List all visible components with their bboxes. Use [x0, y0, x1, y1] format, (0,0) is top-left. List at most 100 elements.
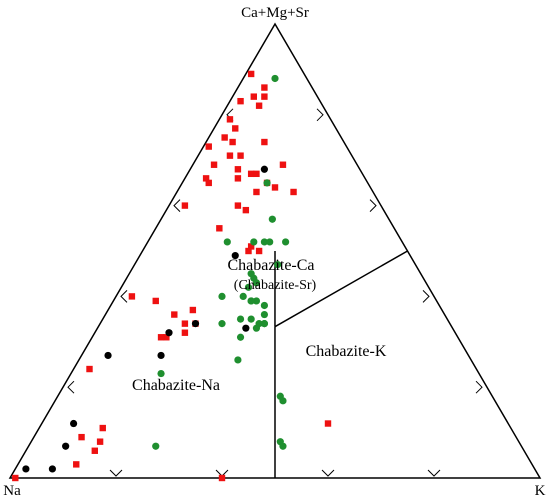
- point-s1-38: [181, 320, 189, 327]
- tick-right-40: [422, 290, 430, 303]
- point-s1-11: [261, 138, 268, 146]
- point-s3-3: [191, 320, 200, 328]
- point-s1-25: [253, 188, 260, 196]
- point-s1-4: [250, 93, 257, 100]
- field-boundary-2: [274, 250, 408, 328]
- point-s2-12: [252, 279, 261, 287]
- point-s1-8: [232, 125, 239, 132]
- point-s1-42: [157, 334, 165, 341]
- point-s1-40: [181, 329, 189, 336]
- data-points: [12, 70, 332, 482]
- point-s1-34: [128, 293, 136, 300]
- vertex-label-top: Ca+Mg+Sr: [241, 5, 309, 21]
- point-s1-24: [271, 184, 279, 191]
- point-s2-23: [218, 320, 226, 328]
- point-s2-13: [218, 292, 226, 300]
- point-s3-4: [242, 324, 250, 332]
- tick-bottom-60: [321, 469, 335, 477]
- point-s1-20: [202, 175, 210, 182]
- point-s2-15: [239, 292, 247, 300]
- point-s2-14: [244, 283, 253, 291]
- point-s1-29: [242, 206, 250, 214]
- point-s1-22: [205, 179, 212, 187]
- point-s1-50: [218, 474, 226, 482]
- point-s2-4: [260, 238, 268, 246]
- point-s2-35: [279, 442, 287, 450]
- tick-left-20: [67, 380, 75, 394]
- point-s3-7: [104, 351, 112, 360]
- tick-right-60: [369, 199, 377, 212]
- point-s2-2: [263, 179, 271, 187]
- point-s3-8: [70, 419, 78, 428]
- point-s1-12: [205, 143, 212, 150]
- point-s1-30: [216, 225, 223, 232]
- point-s1-41: [163, 334, 170, 341]
- point-s2-30: [157, 369, 165, 378]
- point-s1-7: [226, 116, 234, 123]
- point-s2-1: [271, 74, 279, 83]
- point-s1-51: [12, 474, 19, 482]
- point-s3-11: [22, 465, 30, 473]
- point-s1-13: [237, 152, 244, 159]
- point-s1-32: [245, 247, 252, 255]
- point-s2-27: [252, 324, 261, 332]
- tick-left-40: [120, 290, 128, 303]
- point-s2-9: [274, 261, 282, 269]
- point-s1-6: [255, 102, 263, 109]
- point-s2-19: [260, 301, 268, 310]
- vertex-label-right: K: [535, 483, 546, 499]
- tick-right-80: [316, 108, 324, 122]
- point-s2-20: [260, 310, 268, 319]
- point-s1-45: [78, 433, 85, 441]
- axis-ticks: [67, 108, 483, 477]
- tick-bottom-80: [427, 469, 441, 477]
- point-s2-29: [234, 356, 242, 364]
- field-label-chabazite-k: Chabazite-K: [306, 343, 387, 360]
- point-s1-3: [261, 93, 268, 100]
- point-s1-35: [152, 297, 159, 305]
- point-s3-2: [231, 251, 239, 260]
- point-s1-15: [210, 161, 218, 168]
- point-s2-32: [279, 397, 287, 405]
- point-s1-27: [234, 202, 242, 209]
- point-s1-2: [261, 84, 268, 91]
- point-s1-21: [234, 175, 242, 182]
- point-s1-17: [234, 166, 242, 173]
- point-s2-25: [260, 320, 268, 328]
- point-s1-46: [96, 438, 104, 445]
- point-s1-16: [279, 161, 287, 168]
- point-s2-28: [236, 333, 245, 341]
- point-s1-1: [247, 70, 255, 78]
- tick-left-60: [173, 199, 181, 212]
- point-s1-47: [91, 447, 98, 454]
- point-s2-5: [266, 238, 274, 246]
- point-s3-6: [157, 351, 165, 360]
- point-s1-9: [221, 134, 228, 141]
- vertex-label-left: Na: [3, 483, 21, 499]
- point-s2-6: [250, 238, 258, 246]
- field-sublabel-chabazite-sr: (Chabazite-Sr): [234, 278, 317, 293]
- point-s3-9: [62, 442, 70, 450]
- point-s1-28: [181, 202, 189, 209]
- point-s2-18: [247, 297, 255, 305]
- point-s3-1: [260, 165, 268, 173]
- point-s1-36: [189, 306, 197, 314]
- point-s2-34: [152, 442, 160, 450]
- point-s1-10: [229, 138, 236, 146]
- point-s2-8: [223, 238, 231, 246]
- point-s2-7: [282, 238, 290, 246]
- point-s2-3: [268, 215, 276, 223]
- field-label-chabazite-na: Chabazite-Na: [132, 377, 220, 394]
- point-s1-37: [171, 311, 178, 318]
- point-s1-43: [86, 365, 93, 373]
- point-s1-19: [253, 170, 260, 178]
- tick-right-20: [475, 380, 483, 394]
- point-s1-14: [226, 152, 234, 159]
- point-s3-5: [165, 329, 173, 337]
- point-s1-31: [247, 243, 255, 250]
- point-s1-18: [247, 170, 255, 178]
- point-s1-48: [73, 461, 80, 468]
- point-s1-49: [324, 420, 332, 427]
- field-label-chabazite-ca: Chabazite-Ca: [227, 257, 314, 274]
